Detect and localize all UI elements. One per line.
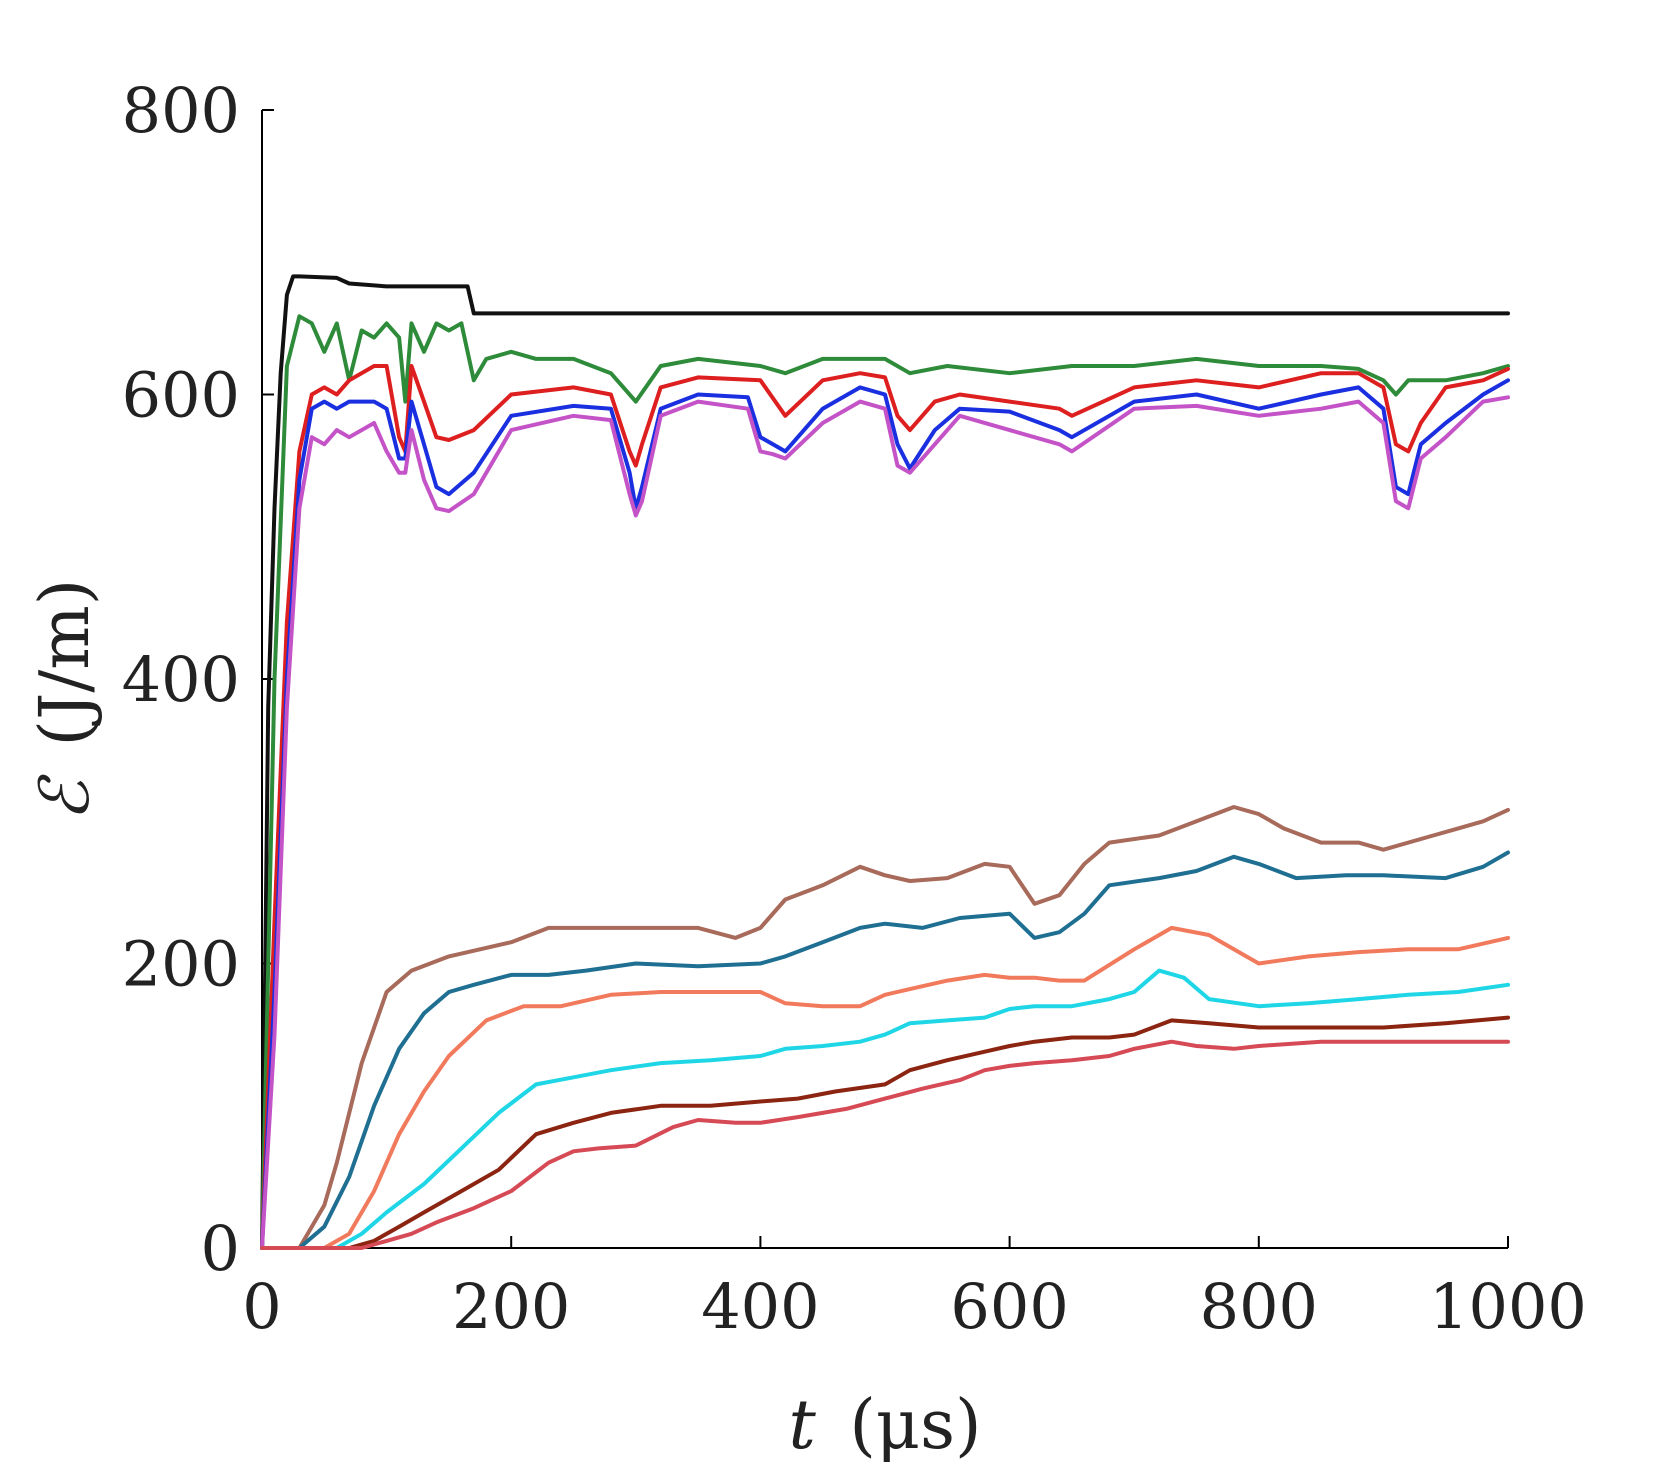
y-axis-label: ℰ (J/m) (26, 579, 105, 822)
series-line-cyan (260, 968, 1510, 1250)
x-tick-label: 0 (242, 1270, 281, 1343)
series-line-green (260, 314, 1510, 1250)
x-axis-label: t (μs) (788, 1386, 981, 1465)
series-line-magenta (260, 395, 1510, 1250)
axes (261, 110, 1508, 1249)
x-tick-label: 600 (950, 1270, 1068, 1343)
series-line-black (260, 274, 1510, 1250)
series-group (260, 274, 1510, 1250)
x-axis-label-unit: (μs) (849, 1386, 981, 1465)
series-line-red (260, 364, 1510, 1250)
y-axis-label-unit: (J/m) (26, 579, 105, 747)
series-line-blue (260, 378, 1510, 1250)
x-axis-label-symbol: t (788, 1386, 816, 1465)
series-line-rose (260, 1039, 1510, 1250)
series-line-brown (260, 805, 1510, 1250)
y-tick-label: 600 (122, 359, 240, 432)
x-tick-label: 400 (701, 1270, 819, 1343)
y-tick-label: 0 (201, 1212, 240, 1285)
x-tick-label: 1000 (1429, 1270, 1587, 1343)
x-tick-label: 200 (452, 1270, 570, 1343)
y-tick-label: 800 (122, 74, 240, 147)
x-tick-label: 800 (1200, 1270, 1318, 1343)
y-tick-label: 200 (122, 928, 240, 1001)
y-axis-label-symbol: ℰ (26, 773, 105, 821)
y-tick-label: 400 (122, 643, 240, 716)
series-line-dark-red (260, 1015, 1510, 1250)
ticks: 0 200 400 600 800 1000 0 200 400 600 800 (122, 74, 1587, 1343)
series-line-salmon (260, 925, 1510, 1250)
series-line-teal (260, 850, 1510, 1250)
